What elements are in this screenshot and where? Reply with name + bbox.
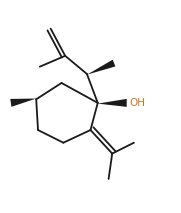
Polygon shape [10, 99, 36, 107]
Polygon shape [87, 60, 115, 75]
Text: OH: OH [129, 98, 145, 108]
Polygon shape [98, 99, 127, 107]
